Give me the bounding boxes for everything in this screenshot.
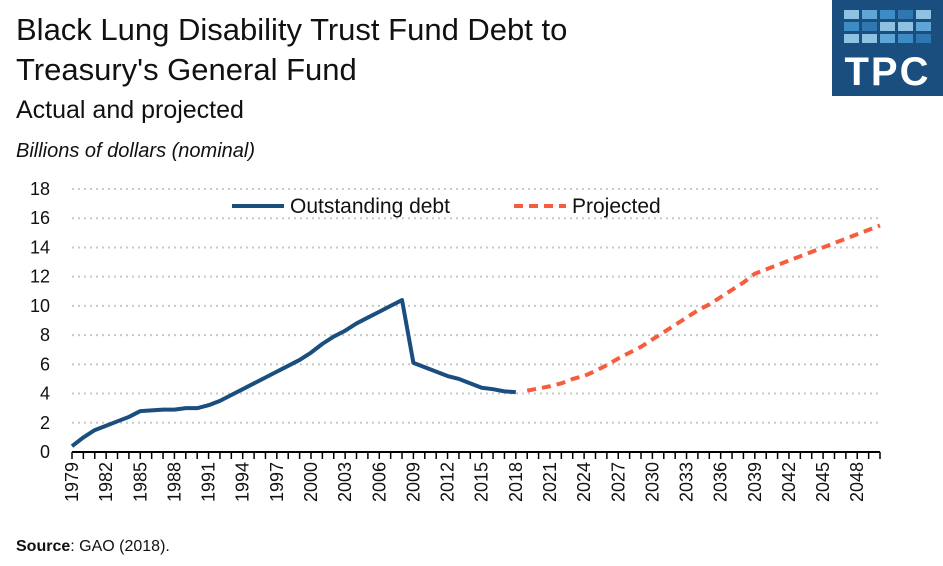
chart-title: Black Lung Disability Trust Fund Debt to… (16, 10, 736, 90)
x-tick-label: 2033 (677, 462, 697, 502)
x-tick-label: 2015 (472, 462, 492, 502)
logo-text: TPC (844, 50, 931, 94)
title-line-2: Treasury's General Fund (16, 52, 357, 87)
y-tick-label: 4 (40, 384, 50, 404)
series-line-outstanding-debt (70, 298, 516, 448)
title-line-1: Black Lung Disability Trust Fund Debt to (16, 12, 568, 47)
y-tick-label: 16 (30, 208, 50, 228)
y-axis-units: Billions of dollars (nominal) (16, 140, 255, 162)
logo-square (880, 22, 895, 31)
x-tick-label: 2006 (369, 462, 389, 502)
y-tick-label: 0 (40, 442, 50, 462)
y-tick-label: 6 (40, 354, 50, 374)
logo-square (898, 34, 913, 43)
logo-square (880, 34, 895, 43)
x-tick-label: 1982 (96, 462, 116, 502)
logo-square (862, 10, 877, 19)
logo-square (898, 10, 913, 19)
x-tick-label: 2030 (642, 462, 662, 502)
x-tick-label: 2045 (813, 462, 833, 502)
logo-square (844, 34, 859, 43)
x-tick-label: 1988 (164, 462, 184, 502)
x-tick-label: 1979 (62, 462, 82, 502)
source-label: Source (16, 538, 71, 555)
logo-square (862, 34, 877, 43)
legend-label: Projected (572, 195, 661, 218)
chart-subtitle: Actual and projected (16, 96, 244, 124)
logo-square (898, 22, 913, 31)
x-tick-label: 2018 (506, 462, 526, 502)
logo-square (916, 10, 931, 19)
x-tick-label: 2003 (335, 462, 355, 502)
legend-label: Outstanding debt (290, 195, 450, 218)
x-tick-label: 2048 (847, 462, 867, 502)
series-line-projected (526, 223, 881, 393)
y-tick-label: 14 (30, 237, 50, 257)
x-tick-label: 1991 (199, 462, 219, 502)
logo-square (844, 10, 859, 19)
logo-square (844, 22, 859, 31)
y-tick-label: 8 (40, 325, 50, 345)
x-tick-label: 1985 (130, 462, 150, 502)
x-tick-label: 2027 (608, 462, 628, 502)
y-tick-label: 12 (30, 267, 50, 287)
x-tick-label: 1997 (267, 462, 287, 502)
x-tick-label: 1994 (233, 462, 253, 502)
logo-square (862, 22, 877, 31)
x-tick-label: 2024 (574, 462, 594, 502)
x-tick-label: 2009 (403, 462, 423, 502)
x-tick-label: 2036 (711, 462, 731, 502)
x-tick-label: 2012 (438, 462, 458, 502)
y-tick-label: 18 (30, 179, 50, 199)
tpc-logo: TPC (832, 0, 943, 96)
logo-grid-icon (844, 10, 931, 43)
x-tick-label: 2039 (745, 462, 765, 502)
logo-square (880, 10, 895, 19)
y-tick-label: 10 (30, 296, 50, 316)
x-tick-label: 2042 (779, 462, 799, 502)
source-note: Source: GAO (2018). (16, 538, 170, 556)
logo-square (916, 34, 931, 43)
x-tick-label: 2021 (540, 462, 560, 502)
source-text: : GAO (2018). (70, 538, 170, 555)
logo-square (916, 22, 931, 31)
x-tick-label: 2000 (301, 462, 321, 502)
y-tick-label: 2 (40, 413, 50, 433)
